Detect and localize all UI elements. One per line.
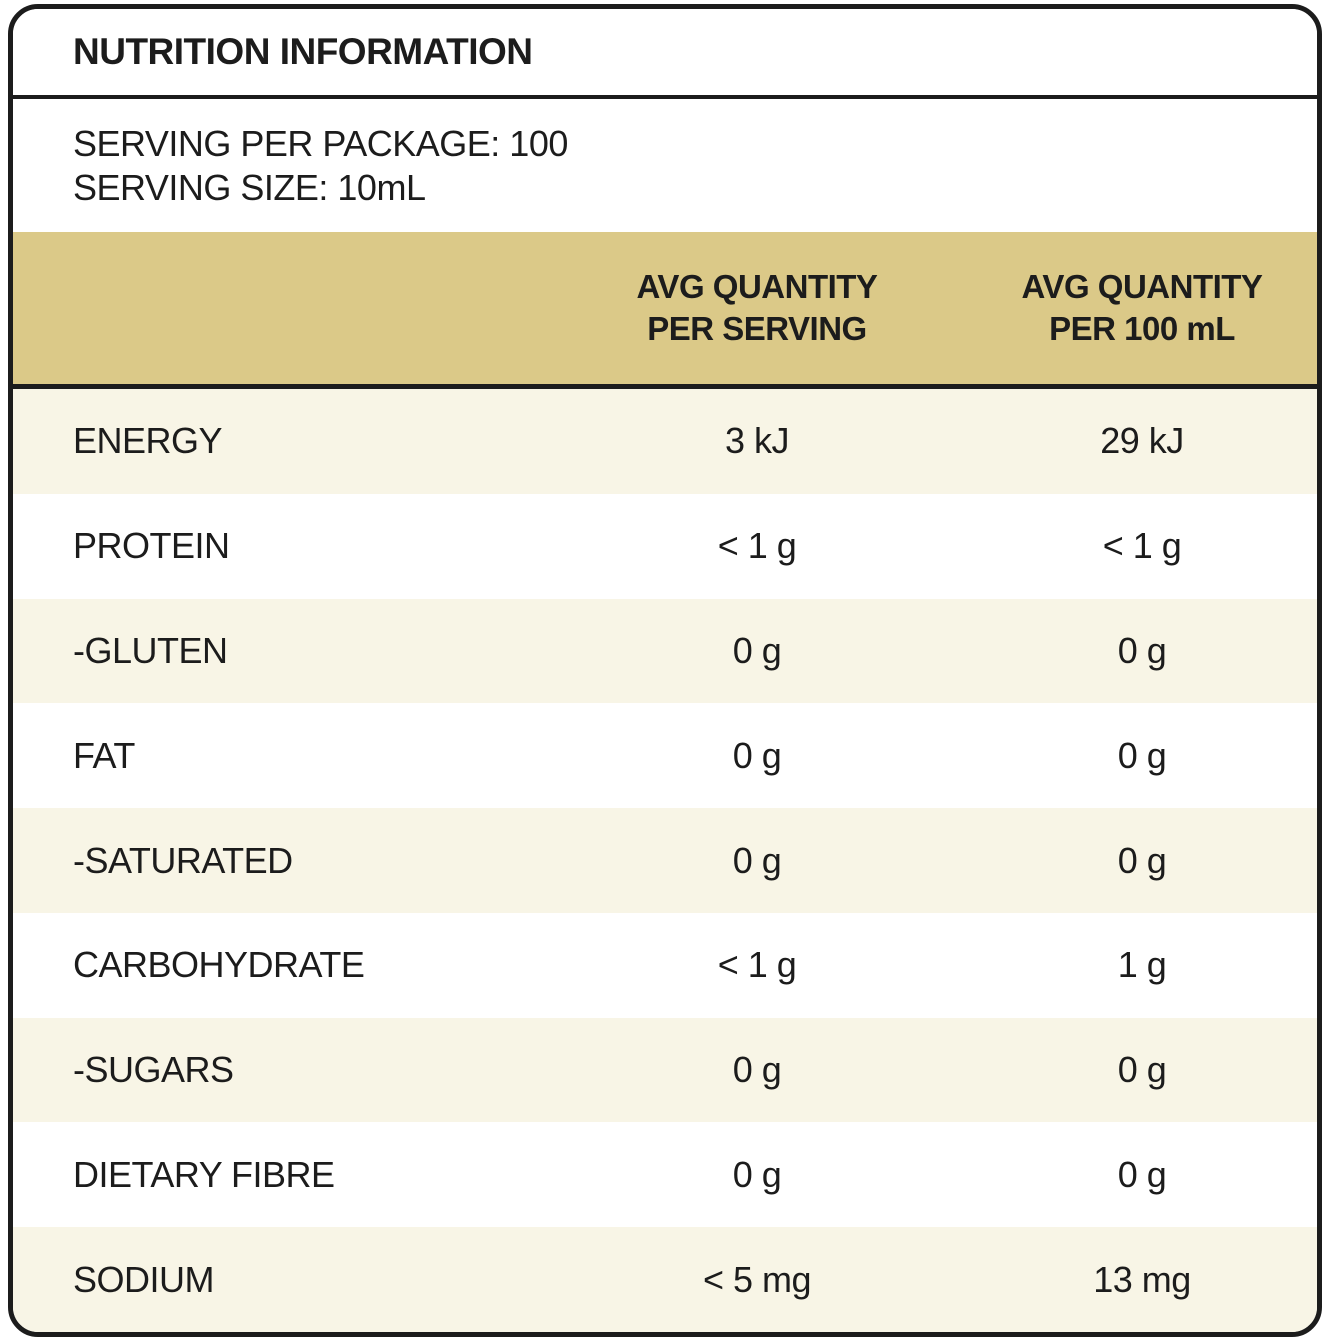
nutrient-per-100ml: 0 g bbox=[1117, 629, 1167, 671]
panel-title: NUTRITION INFORMATION bbox=[73, 31, 533, 72]
serving-per-package: SERVING PER PACKAGE: 100 bbox=[73, 122, 568, 164]
nutrition-panel: NUTRITION INFORMATION SERVING PER PACKAG… bbox=[8, 4, 1322, 1337]
nutrient-name: -SUGARS bbox=[73, 1049, 234, 1091]
table-row-protein: PROTEIN < 1 g < 1 g bbox=[13, 493, 1317, 599]
nutrient-per-serving: 0 g bbox=[732, 629, 782, 671]
nutrient-per-serving: 0 g bbox=[732, 734, 782, 776]
nutrient-name: ENERGY bbox=[73, 420, 223, 462]
nutrient-name: CARBOHYDRATE bbox=[73, 944, 365, 986]
nutrient-name: FAT bbox=[73, 734, 135, 776]
nutrient-per-100ml: < 1 g bbox=[1102, 525, 1182, 567]
table-row-gluten: -GLUTEN 0 g 0 g bbox=[13, 598, 1317, 704]
table-row-sugars: -SUGARS 0 g 0 g bbox=[13, 1017, 1317, 1123]
nutrient-name: -GLUTEN bbox=[73, 629, 228, 671]
nutrient-name: PROTEIN bbox=[73, 525, 230, 567]
nutrient-name: -SATURATED bbox=[73, 839, 293, 881]
panel-title-section: NUTRITION INFORMATION bbox=[13, 9, 1317, 99]
table-row-carbohydrate: CARBOHYDRATE < 1 g 1 g bbox=[13, 912, 1317, 1018]
nutrient-per-serving: 0 g bbox=[732, 1049, 782, 1091]
nutrient-per-serving: 3 kJ bbox=[724, 420, 790, 462]
nutrient-per-100ml: 0 g bbox=[1117, 1049, 1167, 1091]
nutrient-per-100ml: 0 g bbox=[1117, 1153, 1167, 1195]
table-row-saturated: -SATURATED 0 g 0 g bbox=[13, 808, 1317, 913]
nutrient-per-100ml: 1 g bbox=[1117, 944, 1167, 986]
nutrient-name: DIETARY FIBRE bbox=[73, 1153, 335, 1195]
nutrient-table: ENERGY 3 kJ 29 kJ PROTEIN < 1 g < 1 g -G… bbox=[13, 389, 1317, 1332]
serving-info: SERVING PER PACKAGE: 100 SERVING SIZE: 1… bbox=[13, 99, 1317, 232]
nutrient-per-100ml: 0 g bbox=[1117, 734, 1167, 776]
nutrient-per-100ml: 0 g bbox=[1117, 839, 1167, 881]
table-row-dietary-fibre: DIETARY FIBRE 0 g 0 g bbox=[13, 1122, 1317, 1228]
table-header-row: AVG QUANTITY PER SERVING AVG QUANTITY PE… bbox=[13, 232, 1317, 389]
table-row-fat: FAT 0 g 0 g bbox=[13, 703, 1317, 809]
nutrient-per-100ml: 13 mg bbox=[1093, 1258, 1191, 1300]
table-row-sodium: SODIUM < 5 mg 13 mg bbox=[13, 1227, 1317, 1332]
col-header-per-100ml: AVG QUANTITY PER 100 mL bbox=[1021, 268, 1263, 347]
nutrient-per-serving: < 1 g bbox=[717, 525, 797, 567]
nutrient-per-serving: < 1 g bbox=[717, 944, 797, 986]
table-row-energy: ENERGY 3 kJ 29 kJ bbox=[13, 389, 1317, 494]
nutrient-per-serving: < 5 mg bbox=[702, 1258, 812, 1300]
nutrient-per-serving: 0 g bbox=[732, 839, 782, 881]
nutrient-name: SODIUM bbox=[73, 1258, 215, 1300]
serving-size: SERVING SIZE: 10mL bbox=[73, 166, 426, 208]
nutrient-per-serving: 0 g bbox=[732, 1153, 782, 1195]
col-header-per-serving: AVG QUANTITY PER SERVING bbox=[636, 268, 878, 347]
nutrient-per-100ml: 29 kJ bbox=[1100, 420, 1184, 462]
